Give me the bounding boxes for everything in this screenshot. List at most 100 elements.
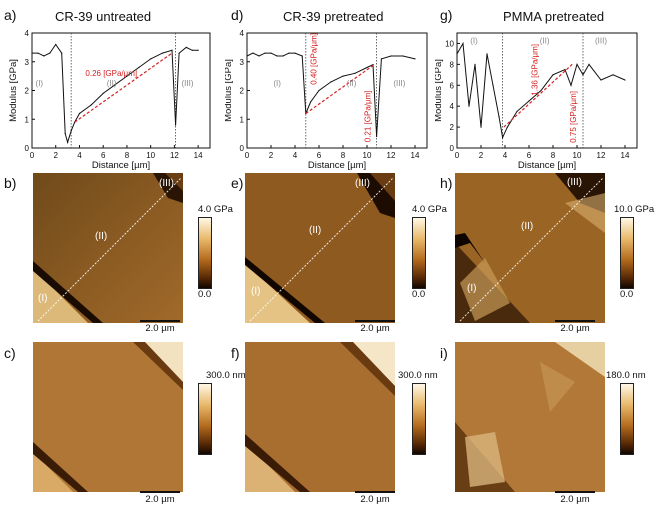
data-point [288, 52, 290, 54]
data-point [49, 52, 51, 54]
colorbar-e [412, 217, 426, 289]
x-tick-label: 6 [527, 151, 532, 160]
y-tick-label: 0 [450, 144, 455, 153]
data-point [462, 42, 464, 45]
y-tick-label: 3 [25, 58, 30, 67]
linear-fit-line [305, 64, 375, 114]
x-tick-label: 14 [194, 151, 203, 160]
colorbar-max-i: 180.0 nm [606, 370, 646, 381]
data-point [258, 55, 260, 57]
x-tick-label: 4 [293, 151, 298, 160]
data-point [61, 52, 63, 54]
data-point [380, 58, 382, 60]
colorbar-max-c: 300.0 nm [206, 370, 246, 381]
topography-map-i [455, 342, 605, 492]
x-tick-label: 12 [387, 151, 396, 160]
panel-title-a: CR-39 untreated [55, 9, 152, 24]
y-tick-label: 1 [25, 115, 30, 124]
region-label: (I) [470, 36, 478, 45]
data-point [402, 55, 404, 57]
data-point [582, 74, 584, 76]
data-point [414, 58, 416, 60]
colorbar-max-h: 10.0 GPa [614, 204, 655, 215]
x-tick-label: 14 [621, 151, 630, 160]
data-point [564, 68, 566, 71]
region-label-ii: (II) [95, 231, 108, 242]
x-tick-label: 8 [125, 151, 130, 160]
y-tick-label: 4 [240, 29, 245, 38]
colorbar-max-f: 300.0 nm [398, 370, 438, 381]
data-point [342, 75, 344, 77]
data-point [474, 63, 476, 65]
data-point [456, 53, 458, 55]
y-tick-label: 0 [240, 144, 245, 153]
data-point [67, 141, 69, 143]
panel-label-c: c) [4, 345, 16, 361]
panel-label-f: f) [231, 345, 240, 361]
linear-fit-line [74, 52, 173, 123]
panel-title-g: PMMA pretreated [503, 9, 605, 24]
data-point [600, 79, 602, 81]
scale-bar-e: 2.0 µm [355, 320, 395, 334]
data-point [376, 135, 378, 138]
y-tick-label: 6 [450, 81, 455, 90]
colorbar-min-e: 0.0 [412, 289, 426, 300]
y-tick-label: 0 [25, 144, 30, 153]
x-tick-label: 12 [597, 151, 606, 160]
scale-bar-i: 2.0 µm [555, 491, 595, 505]
data-point [70, 130, 72, 132]
data-point [372, 64, 374, 66]
region-label: (III) [182, 79, 194, 88]
data-point [468, 105, 470, 107]
y-tick-label: 10 [445, 39, 454, 48]
data-point [191, 49, 193, 51]
colorbar-h [620, 217, 634, 289]
data-point [102, 92, 104, 94]
region-label: (I) [36, 79, 44, 88]
data-point [486, 53, 488, 55]
plot-frame [246, 32, 428, 149]
data-point [570, 84, 572, 86]
modulus-map-e: (I) (II) (III) [245, 173, 395, 323]
data-point [197, 49, 199, 51]
data-point [516, 110, 518, 113]
data-point [318, 89, 320, 92]
region-label-iii: (III) [567, 177, 582, 188]
data-point [354, 72, 356, 74]
data-point [43, 55, 45, 57]
data-point [276, 55, 278, 57]
x-tick-label: 12 [170, 151, 179, 160]
data-point [138, 66, 140, 69]
data-point [246, 55, 248, 57]
data-point [161, 52, 164, 54]
x-tick-label: 2 [479, 151, 484, 160]
data-point [31, 52, 33, 54]
colorbar-max-b: 4.0 GPa [198, 204, 233, 215]
x-tick-label: 10 [573, 151, 582, 160]
panel-label-a: a) [4, 7, 17, 23]
x-tick-label: 2 [269, 151, 274, 160]
x-tick-label: 4 [503, 151, 508, 160]
colorbar-min-h: 0.0 [620, 289, 634, 300]
panel-label-i: i) [440, 345, 448, 361]
data-point [37, 52, 39, 54]
y-tick-label: 4 [450, 102, 455, 111]
data-point [185, 46, 187, 48]
region-label-iii: (III) [355, 178, 370, 189]
data-point [270, 52, 272, 54]
region-label-i: (I) [467, 283, 477, 294]
slope-label: 0.75 [GPa/µm] [569, 91, 578, 143]
data-point [78, 112, 81, 115]
y-tick-label: 3 [240, 58, 245, 67]
panel-title-d: CR-39 pretreated [283, 9, 384, 24]
region-label: (III) [595, 36, 607, 45]
linear-fit-line [503, 63, 573, 128]
region-label-ii: (II) [309, 225, 322, 236]
y-tick-label: 1 [240, 115, 245, 124]
data-point [576, 63, 578, 65]
data-point [264, 52, 266, 54]
region-label-iii: (III) [159, 178, 174, 189]
x-tick-label: 2 [54, 151, 59, 160]
